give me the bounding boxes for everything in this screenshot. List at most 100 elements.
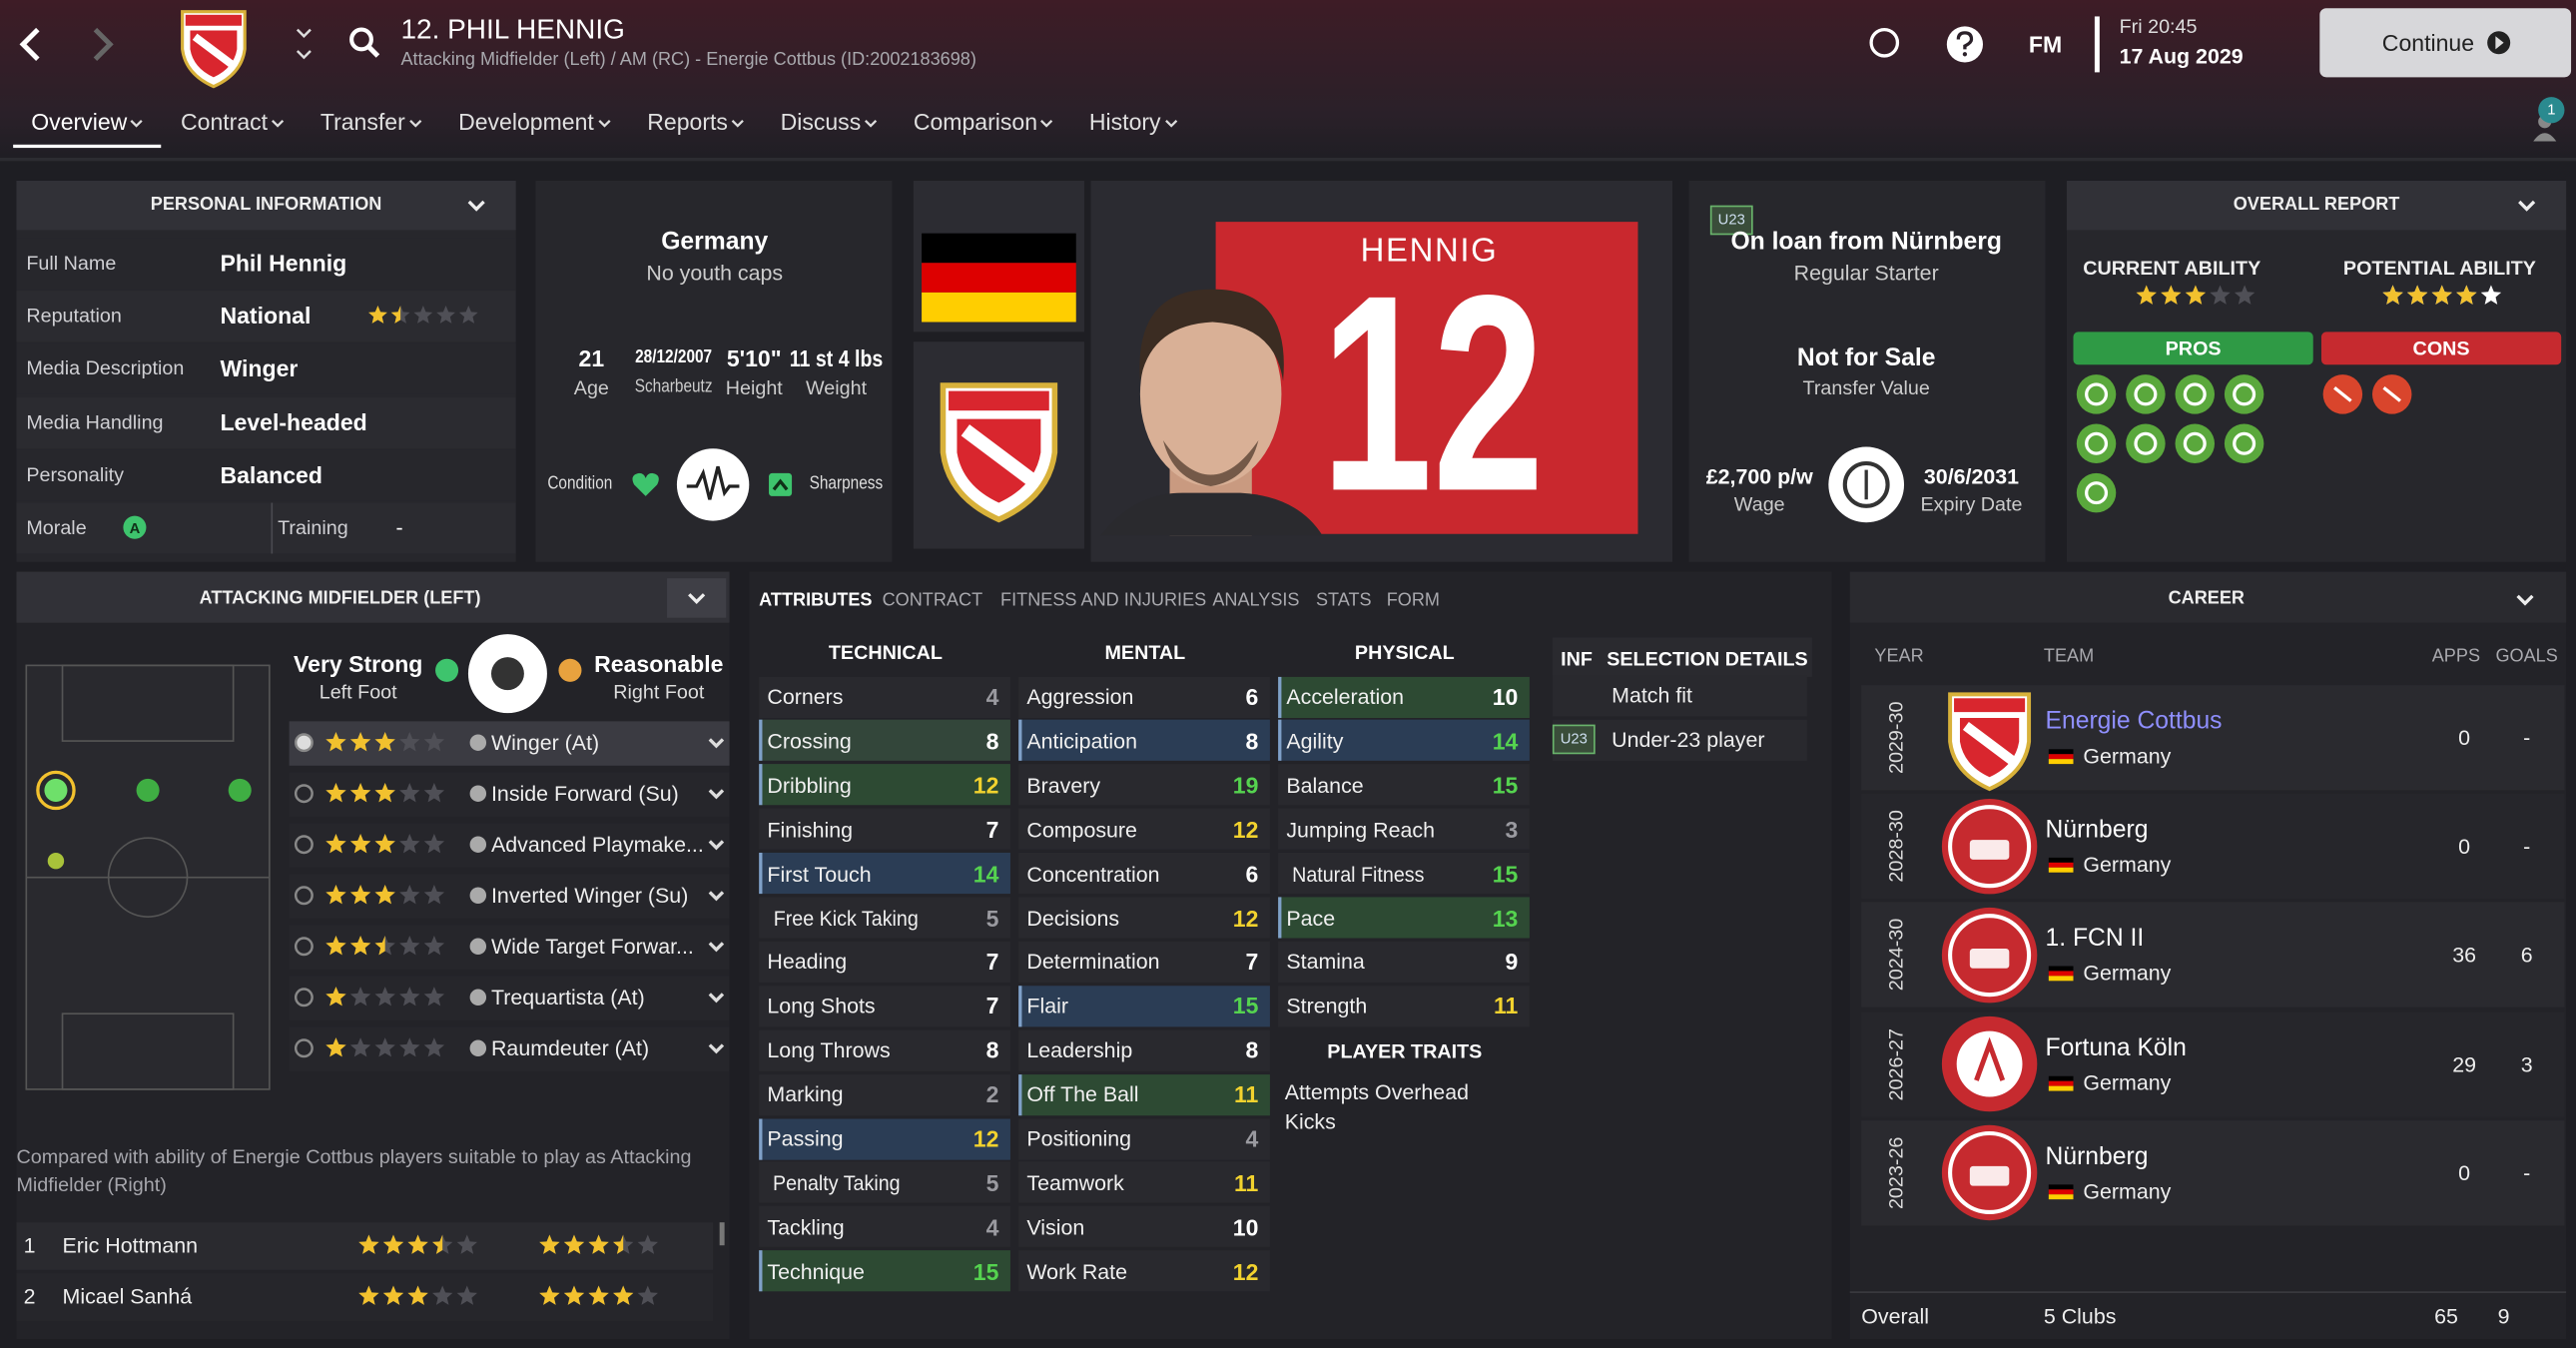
text: First Touch xyxy=(767,861,872,887)
text[interactable]: Advanced Playmake... xyxy=(490,832,704,858)
tab[interactable]: FORM xyxy=(1386,590,1441,611)
star xyxy=(563,1285,585,1305)
text[interactable]: Inverted Winger (Su) xyxy=(490,883,689,909)
info-icon xyxy=(469,938,487,955)
attribute-row xyxy=(759,1161,1010,1204)
star xyxy=(374,885,395,905)
tab[interactable]: STATS xyxy=(1315,590,1372,611)
text: - xyxy=(2523,834,2531,860)
star-empty xyxy=(399,936,420,956)
star-fill xyxy=(368,306,401,324)
cons-bar xyxy=(2320,332,2562,365)
star-empty xyxy=(413,306,433,324)
star xyxy=(374,732,395,752)
attribute-value: 2 xyxy=(985,1080,999,1108)
team-link[interactable]: 1. FCN II xyxy=(2045,925,2145,954)
team-link[interactable]: Energie Cottbus xyxy=(2045,707,2223,736)
attribute-row xyxy=(1018,897,1270,939)
star xyxy=(325,834,346,854)
star-empty xyxy=(432,1285,453,1305)
text[interactable]: Wide Target Forwar... xyxy=(490,934,694,960)
star-empty xyxy=(637,1234,658,1254)
star xyxy=(390,306,401,324)
text: Teamwork xyxy=(1026,1170,1124,1195)
text: 36 xyxy=(2452,943,2477,968)
text: Left Foot xyxy=(319,680,397,704)
player-shoulders xyxy=(1100,492,1323,536)
text: Fri 20:45 xyxy=(2119,14,2198,38)
pro-icon xyxy=(2175,374,2216,414)
chevron xyxy=(864,119,878,128)
text[interactable]: Trequartista (At) xyxy=(490,985,645,1011)
attribute-row xyxy=(1018,985,1270,1027)
attribute-value: 7 xyxy=(985,949,999,976)
text[interactable]: Winger (At) xyxy=(490,730,600,756)
attribute-row xyxy=(759,1073,1010,1115)
text[interactable]: Inside Forward (Su) xyxy=(490,781,679,807)
nav-tab[interactable]: Comparison xyxy=(913,108,1038,135)
tab[interactable]: ATTRIBUTES xyxy=(759,590,873,611)
team-link[interactable]: Nürnberg xyxy=(2045,1142,2149,1171)
text: Condition xyxy=(547,473,613,494)
text: CAREER xyxy=(2168,588,2246,609)
pro-icon xyxy=(2076,423,2117,464)
attribute-row xyxy=(1278,720,1530,762)
attribute-row xyxy=(1018,720,1270,762)
flag-stripe xyxy=(922,233,1076,264)
text: Winger xyxy=(220,354,299,381)
team-link[interactable]: Nürnberg xyxy=(2045,816,2149,845)
attribute-row xyxy=(759,764,1010,806)
con-icon-inner xyxy=(2382,386,2401,402)
chevron xyxy=(708,840,725,851)
text: Germany xyxy=(2083,743,2172,769)
header-bg xyxy=(0,0,2576,165)
star xyxy=(2431,285,2452,305)
star-empty xyxy=(399,783,420,803)
star-fill xyxy=(539,1285,634,1305)
star-empty xyxy=(637,1285,658,1305)
star-rating xyxy=(539,1234,658,1254)
star-fill xyxy=(325,987,346,1007)
text: Germany xyxy=(2083,961,2172,987)
attribute-row xyxy=(1018,808,1270,850)
chevron xyxy=(409,119,422,128)
person-body xyxy=(2533,133,2557,142)
star xyxy=(407,1285,428,1305)
star-rating xyxy=(325,885,445,905)
continue-label[interactable]: Continue xyxy=(2381,29,2475,56)
tab[interactable]: CONTRACT xyxy=(882,590,983,611)
attribute-value: 10 xyxy=(1232,1213,1259,1240)
position-dot xyxy=(228,778,252,802)
attribute-row xyxy=(1018,1161,1270,1204)
team-link[interactable]: Fortuna Köln xyxy=(2045,1033,2187,1062)
nav-tab[interactable]: Overview xyxy=(31,108,128,135)
role-radio xyxy=(294,988,314,1008)
dropdown-button[interactable] xyxy=(667,578,727,618)
star xyxy=(349,834,371,854)
nav-tab[interactable]: Reports xyxy=(647,108,728,135)
star xyxy=(374,783,395,803)
continue-button[interactable] xyxy=(2319,8,2572,78)
chevron xyxy=(598,119,611,128)
text: 2029-30 xyxy=(1884,701,1908,775)
icon-help-mark xyxy=(1956,31,1974,50)
nav-tab[interactable]: Discuss xyxy=(780,108,862,135)
tab[interactable]: FITNESS AND INJURIES xyxy=(1000,590,1207,611)
text: Media Description xyxy=(26,356,185,380)
attribute-row xyxy=(759,676,1010,718)
attribute-value: 6 xyxy=(1245,683,1259,710)
text: Finishing xyxy=(767,817,854,842)
info-row xyxy=(16,291,516,342)
text: INF xyxy=(1561,647,1593,671)
info-row xyxy=(16,502,516,554)
attribute-row xyxy=(1278,985,1530,1027)
nav-tab[interactable]: History xyxy=(1088,108,1161,135)
nav-tab[interactable]: Development xyxy=(458,108,594,135)
text: Natural Fitness xyxy=(1292,861,1425,887)
tab[interactable]: ANALYSIS xyxy=(1212,590,1300,611)
attribute-value: 13 xyxy=(1492,904,1519,932)
nav-tab[interactable]: Transfer xyxy=(320,108,405,135)
star xyxy=(2161,285,2182,305)
text[interactable]: Raumdeuter (At) xyxy=(490,1035,650,1061)
nav-tab[interactable]: Contract xyxy=(180,108,269,135)
